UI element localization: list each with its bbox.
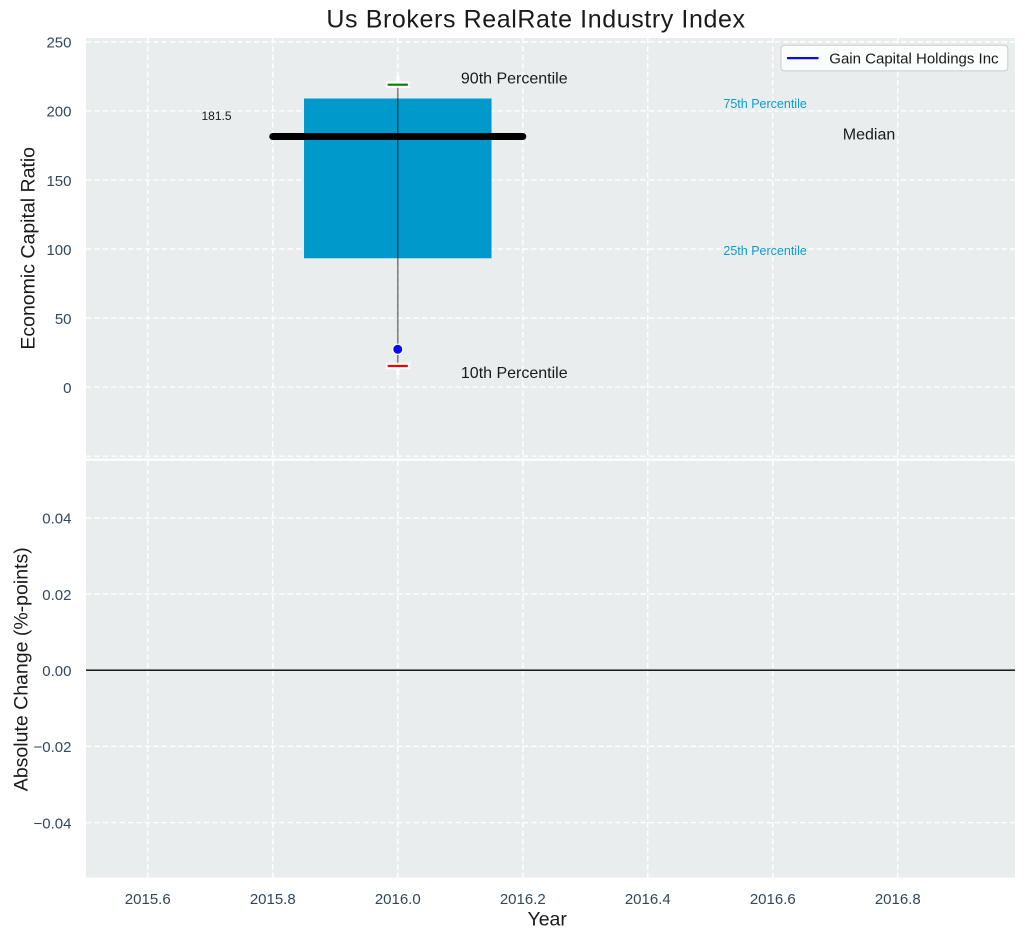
company-dot	[393, 344, 403, 354]
x-tick-label: 2015.6	[125, 891, 171, 908]
annotation-181-5: 181.5	[202, 109, 232, 123]
box-iqr	[304, 98, 492, 259]
y-tick-label: 0.00	[42, 663, 71, 680]
y-tick-label: 0.04	[42, 511, 71, 528]
y-tick-label: 100	[46, 242, 71, 259]
x-axis-label: Year	[527, 909, 567, 931]
x-tick-label: 2015.8	[250, 891, 296, 908]
chart-title: Us Brokers RealRate Industry Index	[326, 6, 745, 34]
x-tick-label: 2016.2	[500, 891, 546, 908]
y-tick-label: 0.02	[42, 587, 71, 604]
annotation-90th-percentile: 90th Percentile	[461, 71, 568, 88]
annotation-10th-percentile: 10th Percentile	[461, 365, 568, 382]
annotation-median: Median	[843, 126, 895, 143]
axes-background-1	[86, 461, 1015, 878]
y-axis-label: Absolute Change (%-points)	[11, 547, 33, 791]
legend-label: Gain Capital Holdings Inc	[829, 51, 999, 68]
annotation-75th-percentile: 75th Percentile	[723, 97, 806, 111]
y-tick-label: 0	[63, 380, 71, 397]
annotation-25th-percentile: 25th Percentile	[723, 244, 806, 258]
y-tick-label: 250	[46, 35, 71, 52]
y-tick-label: −0.02	[34, 739, 72, 756]
axes-background-0	[86, 38, 1015, 459]
y-tick-label: −0.04	[34, 815, 72, 832]
y-axis-label: Economic Capital Ratio	[18, 147, 40, 350]
y-tick-label: 50	[55, 311, 72, 328]
x-tick-label: 2016.4	[625, 891, 671, 908]
x-tick-label: 2016.8	[875, 891, 921, 908]
legend-box	[780, 44, 1009, 72]
y-tick-label: 200	[46, 104, 71, 121]
x-tick-label: 2016.0	[375, 891, 421, 908]
x-tick-label: 2016.6	[750, 891, 796, 908]
y-tick-label: 150	[46, 173, 71, 190]
